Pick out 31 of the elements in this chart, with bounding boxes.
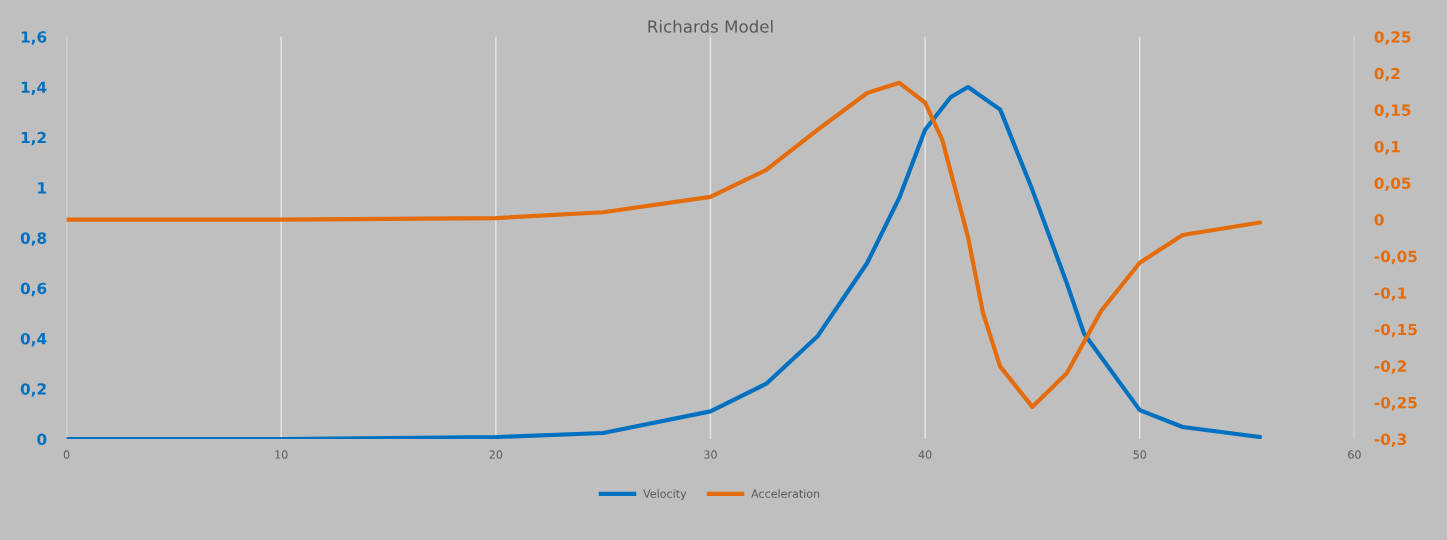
y2-tick-label: -0,25 <box>1374 396 1417 411</box>
y2-tick-label: 0,1 <box>1374 140 1400 155</box>
legend-label: Acceleration <box>751 489 820 498</box>
y2-tick-label: 0 <box>1374 214 1384 226</box>
x-tick-label: 30 <box>704 450 717 459</box>
y2-tick-label: 0,2 <box>1374 67 1400 82</box>
y2-tick-label: -0,1 <box>1374 287 1407 301</box>
y-tick-label: 0 <box>37 433 47 446</box>
x-tick-label: 60 <box>1348 450 1361 459</box>
y-tick-label: 1 <box>38 182 47 194</box>
y-tick-label: 0,4 <box>20 332 47 347</box>
y-tick-label: 1,4 <box>21 81 47 95</box>
x-tick-label: 20 <box>489 450 503 459</box>
x-tick-label: 50 <box>1133 450 1147 459</box>
x-tick-label: 40 <box>918 450 932 459</box>
chart-title: Richards Model <box>648 19 773 33</box>
y2-tick-label: -0,3 <box>1374 433 1407 447</box>
y2-tick-label: -0,05 <box>1374 250 1417 265</box>
x-tick-label: 10 <box>275 450 288 459</box>
y-tick-label: 1,6 <box>21 31 47 45</box>
y2-tick-label: -0,15 <box>1374 323 1417 338</box>
y-tick-label: 0,2 <box>20 383 46 397</box>
y-tick-label: 1,2 <box>21 131 46 146</box>
y2-tick-label: 0,25 <box>1374 31 1411 45</box>
y2-tick-label: 0,05 <box>1374 177 1411 191</box>
y2-tick-label: 0,15 <box>1374 104 1411 118</box>
x-tick-label: 0 <box>63 450 70 459</box>
y-tick-label: 0,6 <box>20 282 47 297</box>
y-tick-label: 0,8 <box>20 232 47 246</box>
y2-tick-label: -0,2 <box>1374 360 1406 374</box>
legend-label: Velocity <box>643 489 687 500</box>
